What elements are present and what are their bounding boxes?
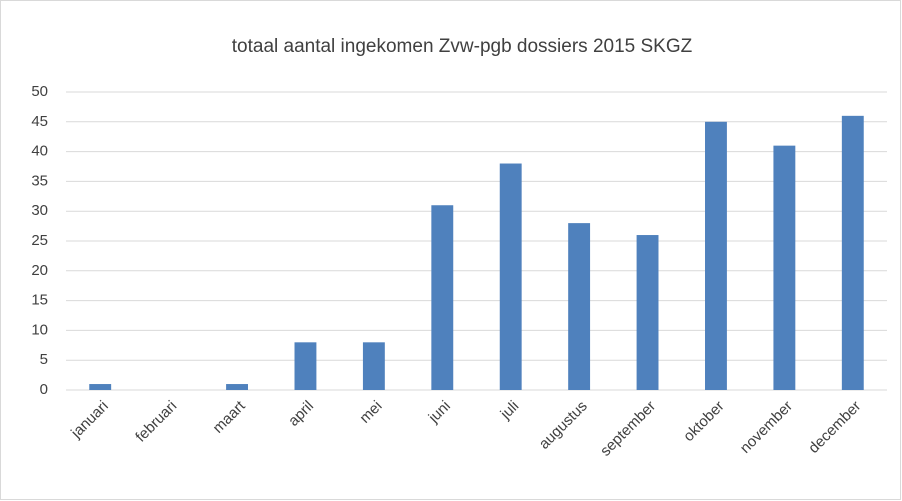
y-tick-label: 15 [31, 292, 48, 309]
y-tick-label: 20 [31, 262, 48, 279]
bar [499, 163, 522, 390]
bar [431, 205, 454, 390]
bar [841, 115, 864, 390]
y-tick-label: 50 [31, 83, 48, 100]
bar [89, 384, 112, 390]
y-tick-label: 10 [31, 321, 48, 338]
chart-title: totaal aantal ingekomen Zvw-pgb dossiers… [232, 36, 693, 57]
y-tick-label: 45 [31, 113, 48, 130]
bar [705, 121, 727, 391]
y-tick-label: 30 [31, 202, 48, 219]
bar [568, 223, 591, 390]
bar [636, 235, 659, 390]
bar [773, 145, 796, 390]
y-tick-label: 5 [40, 351, 48, 368]
bar [226, 384, 248, 390]
bar [362, 342, 385, 390]
bar [294, 342, 317, 390]
y-tick-label: 0 [40, 381, 48, 398]
y-tick-label: 35 [31, 172, 48, 189]
y-tick-label: 25 [31, 232, 48, 249]
y-tick-label: 40 [31, 143, 48, 160]
